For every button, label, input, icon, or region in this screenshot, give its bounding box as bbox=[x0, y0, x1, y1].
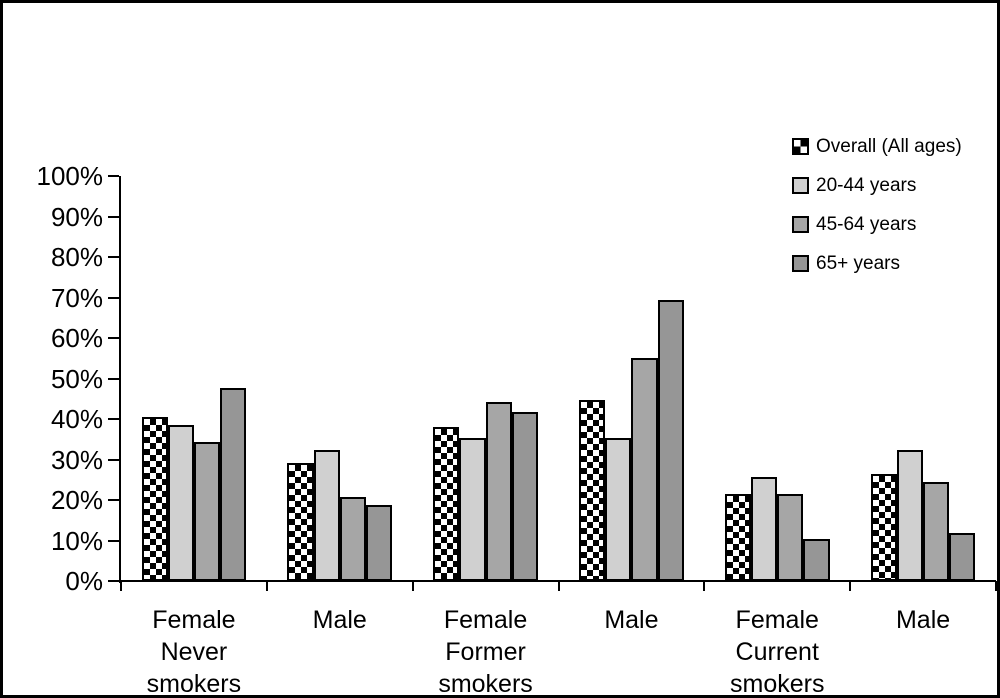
bar-20-44-years-group4 bbox=[605, 438, 632, 581]
y-axis-tick bbox=[108, 499, 119, 501]
bar-20-44-years-group5 bbox=[751, 476, 778, 581]
y-axis-tick bbox=[108, 296, 119, 299]
legend-item: 65+ years bbox=[792, 244, 962, 283]
x-axis-category-label: Male bbox=[559, 604, 705, 636]
legend-label: 20-44 years bbox=[816, 174, 917, 196]
x-axis-category-label: Male bbox=[850, 604, 996, 636]
x-axis-category-label-line: Former smokers bbox=[438, 638, 533, 698]
x-axis-category-label-line: Male bbox=[604, 606, 659, 634]
y-axis-tick-label: 60% bbox=[50, 323, 103, 353]
bar-overall-all-ages--group4 bbox=[579, 399, 606, 581]
legend: Overall (All ages) 20-44 years 45-64 years… bbox=[792, 127, 962, 283]
y-axis-tick-label: 10% bbox=[50, 525, 103, 556]
x-axis-tick bbox=[703, 581, 706, 591]
bar-20-44-years-group1 bbox=[167, 424, 194, 581]
bar-45-64-years-group4 bbox=[631, 357, 658, 581]
y-axis-tick-label: 40% bbox=[50, 404, 103, 434]
x-axis-category-label-line: Female bbox=[152, 606, 236, 634]
bar-overall-all-ages--group2 bbox=[287, 462, 314, 581]
bar-overall-all-ages--group5 bbox=[724, 494, 752, 581]
y-axis-tick bbox=[108, 458, 119, 461]
y-axis-tick bbox=[108, 539, 119, 542]
y-axis-tick bbox=[108, 418, 119, 420]
y-axis-line bbox=[119, 176, 121, 583]
y-axis-tick bbox=[108, 580, 119, 582]
x-axis-tick bbox=[557, 581, 560, 591]
y-axis-tick bbox=[108, 175, 119, 177]
y-axis-tick bbox=[108, 337, 119, 339]
y-axis-tick-label: 90% bbox=[50, 201, 103, 232]
y-axis-tick-label: 100% bbox=[36, 161, 104, 191]
x-axis-category-label: Female Current smokers bbox=[704, 604, 850, 698]
bar-overall-all-ages--group6 bbox=[870, 474, 897, 581]
legend-label: 45-64 years bbox=[816, 213, 917, 235]
y-axis-tick-label: 30% bbox=[50, 444, 103, 475]
bar-overall-all-ages--group1 bbox=[141, 416, 168, 581]
bar-65-years-group2 bbox=[365, 505, 393, 581]
bar-65-years-group5 bbox=[803, 538, 830, 581]
x-axis-tick bbox=[411, 581, 414, 591]
x-axis-category-label-line: Male bbox=[312, 606, 367, 634]
y-axis-tick-label: 70% bbox=[50, 282, 103, 313]
x-axis-category-label: Female Never smokers bbox=[121, 604, 267, 698]
x-axis-category-label: Female Former smokers bbox=[413, 604, 559, 698]
bar-20-44-years-group2 bbox=[313, 449, 340, 581]
legend-item: 20-44 years bbox=[792, 166, 962, 205]
y-axis-tick bbox=[108, 215, 119, 218]
x-axis-tick bbox=[849, 581, 852, 591]
y-axis-tick-label: 0% bbox=[65, 566, 103, 596]
legend-swatch-checker bbox=[792, 138, 809, 155]
y-axis-tick bbox=[108, 377, 119, 380]
legend-label: Overall (All ages) bbox=[816, 135, 962, 157]
x-axis-category-label-line: smokers bbox=[730, 670, 825, 698]
bar-65-years-group4 bbox=[657, 299, 684, 581]
x-axis-category-label-line: Female bbox=[735, 606, 819, 634]
x-axis-category-label-line: Current bbox=[735, 638, 819, 666]
bar-65-years-group3 bbox=[511, 411, 538, 581]
y-axis-tick-label: 50% bbox=[50, 363, 103, 394]
legend-swatch-solid bbox=[792, 177, 809, 194]
bar-45-64-years-group2 bbox=[339, 497, 366, 581]
legend-item: 45-64 years bbox=[792, 205, 962, 244]
legend-swatch-solid bbox=[792, 216, 809, 233]
x-axis-category-label-line: Never smokers bbox=[146, 638, 242, 698]
bar-20-44-years-group6 bbox=[896, 449, 924, 581]
bar-45-64-years-group1 bbox=[193, 442, 221, 581]
x-axis-category-label: Male bbox=[267, 604, 413, 636]
bar-65-years-group6 bbox=[949, 532, 976, 581]
x-axis-tick bbox=[265, 581, 268, 591]
x-axis-category-label-line: Male bbox=[895, 606, 951, 634]
legend-item: Overall (All ages) bbox=[792, 127, 962, 166]
y-axis-tick-label: 20% bbox=[50, 485, 103, 515]
y-axis-tick bbox=[108, 256, 119, 258]
bar-overall-all-ages--group3 bbox=[433, 426, 460, 581]
legend-swatch-solid bbox=[792, 255, 809, 272]
bar-65-years-group1 bbox=[220, 388, 247, 581]
bar-45-64-years-group5 bbox=[777, 493, 804, 581]
bar-20-44-years-group3 bbox=[459, 438, 486, 581]
legend-label: 65+ years bbox=[816, 252, 900, 274]
y-axis-tick-label: 80% bbox=[50, 242, 103, 272]
bar-45-64-years-group3 bbox=[485, 401, 512, 581]
x-axis-tick bbox=[995, 581, 997, 591]
x-axis-category-label-line: Female bbox=[443, 606, 528, 634]
x-axis-tick bbox=[120, 581, 122, 591]
bar-45-64-years-group6 bbox=[923, 482, 950, 581]
